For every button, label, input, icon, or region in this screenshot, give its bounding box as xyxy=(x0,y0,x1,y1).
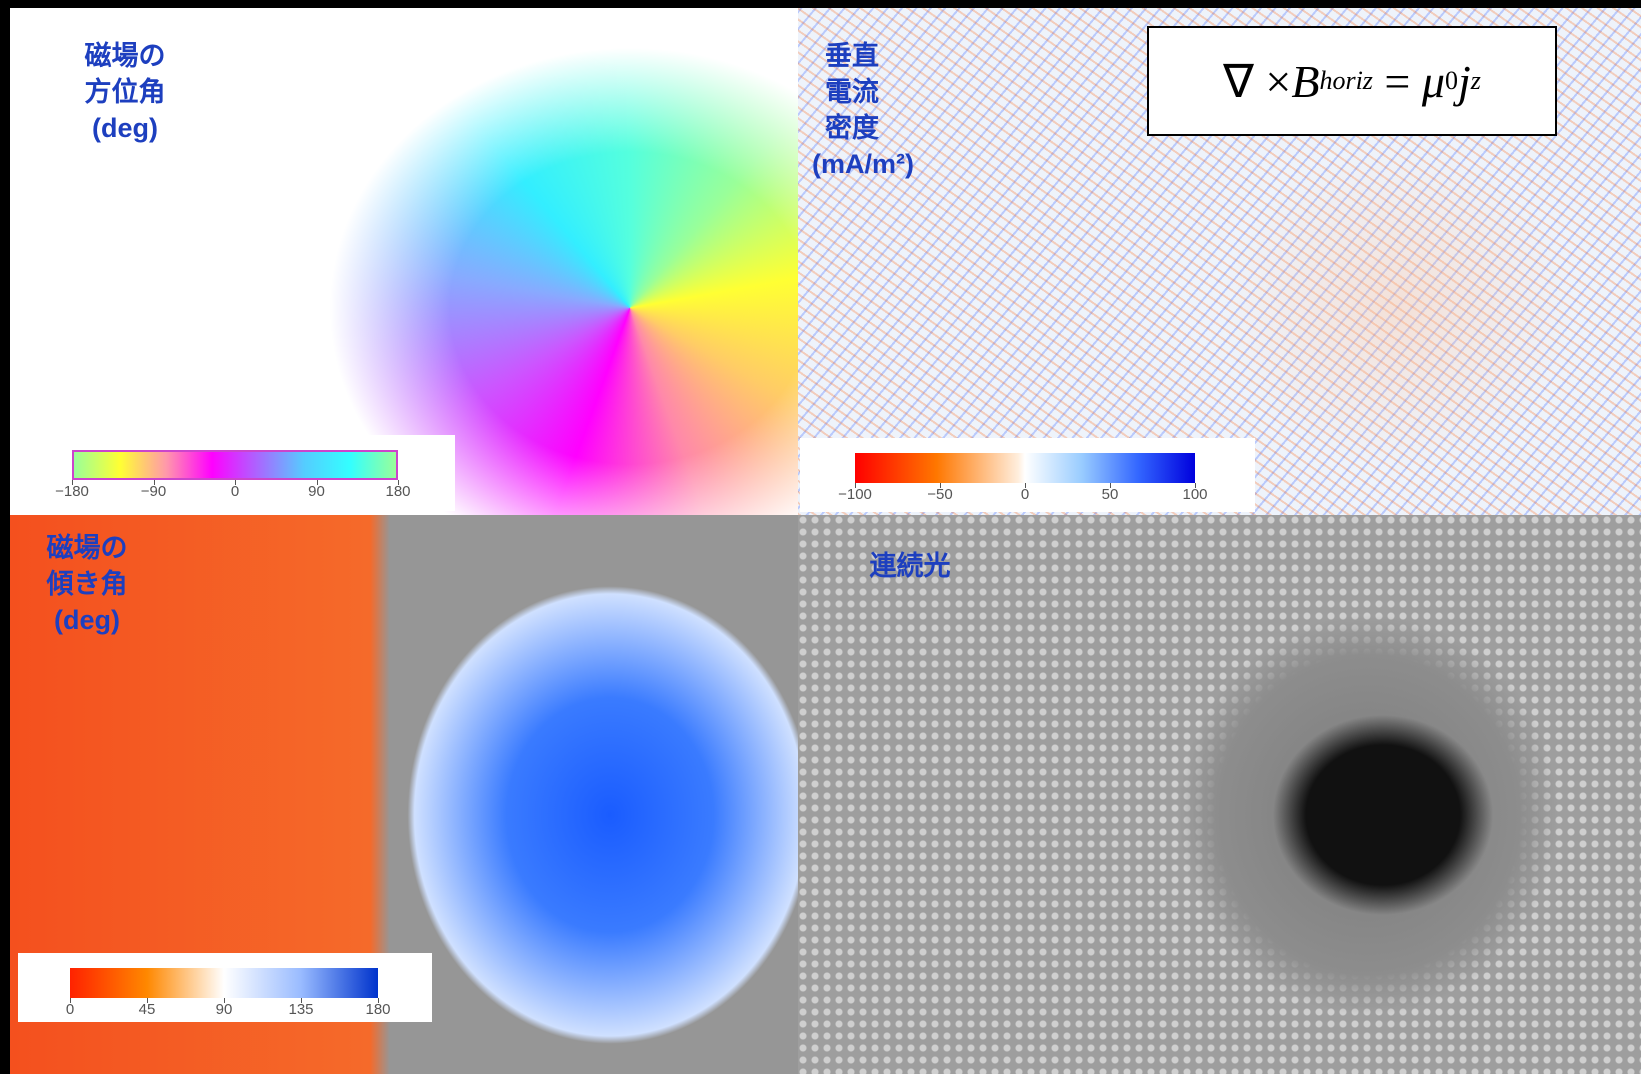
colorbar-tick-label: 100 xyxy=(1182,486,1208,503)
colorbar-tick xyxy=(153,480,155,485)
label-line: (deg) xyxy=(92,113,158,143)
colorbar-tick-label: 0 xyxy=(1020,486,1030,503)
colorbar xyxy=(855,453,1195,483)
label-line: (deg) xyxy=(54,605,120,635)
colorbar-tick-label: −100 xyxy=(838,486,872,503)
colorbar-tick xyxy=(398,480,399,485)
eq-part: j xyxy=(1457,55,1471,107)
eq-sub: 0 xyxy=(1444,66,1458,95)
colorbar-tick-label: 180 xyxy=(365,1001,391,1018)
colorbar-tick-label: 50 xyxy=(1101,486,1119,503)
colorbar-tick xyxy=(378,998,379,1003)
eq-sub: z xyxy=(1470,66,1481,95)
colorbar-tick xyxy=(224,998,225,1003)
colorbar-tick-label: 135 xyxy=(288,1001,314,1018)
label-line: 方位角 xyxy=(84,77,166,107)
label-line: (mA/m²) xyxy=(812,149,914,179)
colorbar-tick xyxy=(70,998,71,1003)
colorbar-tick xyxy=(235,480,236,485)
colorbar-tick xyxy=(855,483,856,488)
panel-label: 連続光 xyxy=(850,548,970,584)
colorbar-tick xyxy=(1195,483,1196,488)
colorbar-tick-label: 45 xyxy=(138,1001,156,1018)
colorbar-tick-label: 90 xyxy=(215,1001,233,1018)
colorbar-tick-label: 180 xyxy=(385,483,411,500)
label-line: 垂直 xyxy=(825,41,879,71)
panel-label: 磁場の傾き角 (deg) xyxy=(22,530,152,638)
eq-part: B xyxy=(1291,55,1320,107)
eq-sub: horiz xyxy=(1319,66,1373,95)
colorbar xyxy=(70,968,378,998)
label-line: 傾き角 xyxy=(46,569,128,599)
colorbar-tick-label: −50 xyxy=(927,486,953,503)
colorbar-tick-label: 0 xyxy=(230,483,240,500)
label-line: 磁場の xyxy=(46,533,128,563)
colorbar-tick xyxy=(301,998,302,1003)
continuum-image xyxy=(798,515,1641,1074)
colorbar xyxy=(72,450,398,480)
colorbar-tick xyxy=(1110,483,1111,488)
colorbar-tick xyxy=(940,483,941,488)
colorbar-tick xyxy=(72,480,73,485)
colorbar-tick xyxy=(1025,483,1026,488)
colorbar-tick xyxy=(147,998,148,1003)
colorbar-tick-label: −90 xyxy=(140,483,167,500)
label-line: 密度 xyxy=(825,113,879,143)
eq-part: = xyxy=(1372,55,1422,107)
eq-part: ∇ × xyxy=(1223,56,1292,107)
colorbar-tick-label: 90 xyxy=(308,483,325,500)
panel-label: 垂直電流密度 (mA/m²) xyxy=(812,38,914,182)
colorbar-tick-label: 0 xyxy=(65,1001,75,1018)
colorbar-tick-label: −180 xyxy=(55,483,89,500)
colorbar-tick xyxy=(316,480,318,485)
eq-part: μ xyxy=(1421,55,1445,107)
label-line: 磁場の xyxy=(84,41,166,71)
panel-label: 磁場の方位角 (deg) xyxy=(60,38,190,146)
label-line: 連続光 xyxy=(869,551,951,581)
label-line: 電流 xyxy=(825,77,879,107)
azimuth-map xyxy=(10,8,798,515)
